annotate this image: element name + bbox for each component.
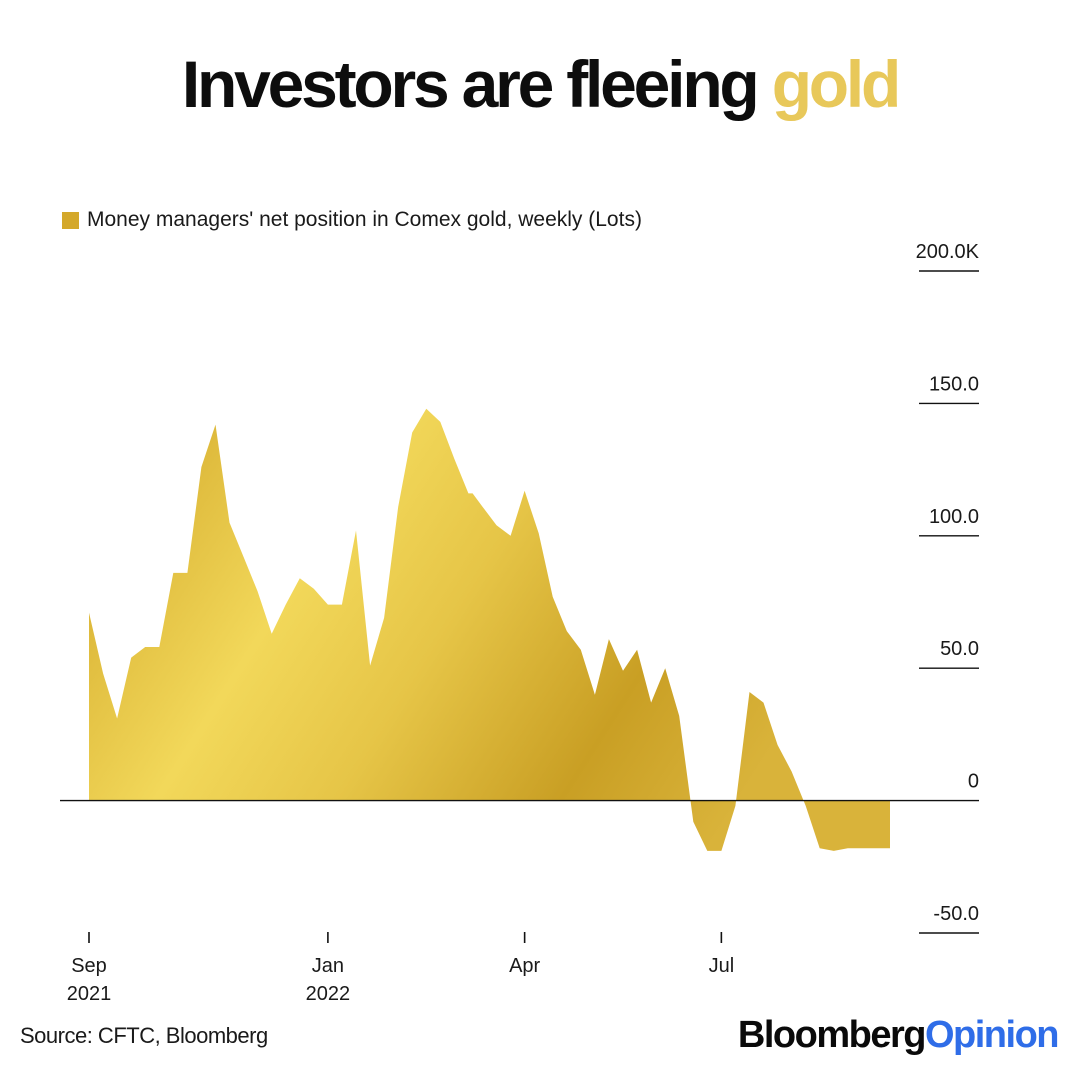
x-tick-label: Sep xyxy=(71,955,107,977)
legend-label: Money managers' net position in Comex go… xyxy=(87,208,642,231)
brand-logo: BloombergOpinion xyxy=(737,1014,1060,1057)
x-axis: Sep 2021 Jan 2022 Apr Jul xyxy=(67,932,734,1005)
y-tick-label: 0 xyxy=(968,771,979,793)
brand-part1: Bloomberg xyxy=(737,1014,927,1056)
x-tick-label: Apr xyxy=(509,955,540,977)
title-accent: gold xyxy=(771,47,902,121)
y-tick-label: 150.0 xyxy=(929,373,979,395)
y-tick-label: 100.0 xyxy=(929,506,979,528)
x-tick-label: Jul xyxy=(709,955,735,977)
brand-part2: Opinion xyxy=(924,1014,1060,1056)
x-tick-label: Jan xyxy=(312,955,344,977)
y-axis: 200.0K 150.0 100.0 50.0 0 -50.0 xyxy=(916,241,980,934)
x-tick-sublabel: 2021 xyxy=(67,983,112,1005)
legend-swatch xyxy=(62,211,79,229)
x-tick-sublabel: 2022 xyxy=(306,983,351,1005)
y-tick-label: 200.0K xyxy=(916,241,980,263)
title-main: Investors are fleeing xyxy=(181,47,772,121)
y-tick-label: -50.0 xyxy=(933,903,979,925)
source-note: Source: CFTC, Bloomberg xyxy=(20,1023,268,1048)
legend: Money managers' net position in Comex go… xyxy=(62,208,642,232)
y-tick-label: 50.0 xyxy=(940,638,979,660)
net-position-area xyxy=(89,408,890,851)
chart-title: Investors are fleeing gold xyxy=(0,44,1080,124)
